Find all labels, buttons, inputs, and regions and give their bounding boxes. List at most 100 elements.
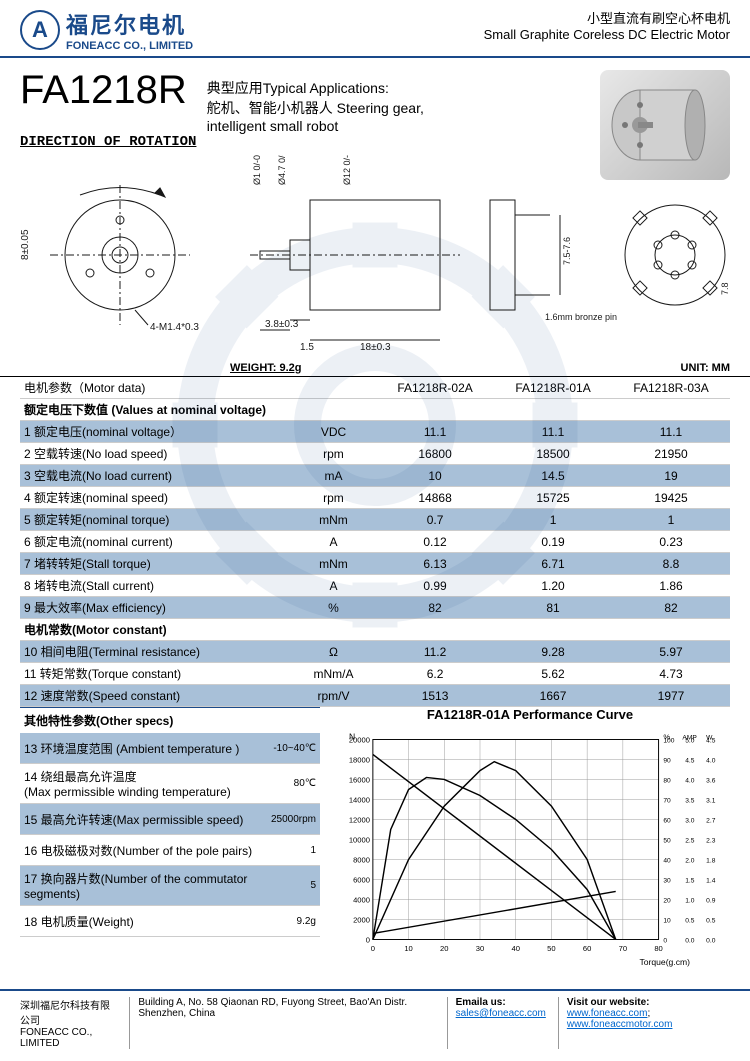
svg-text:80: 80 xyxy=(654,944,662,953)
section-nominal: 额定电压下数值 (Values at nominal voltage) xyxy=(20,399,730,421)
svg-text:3.8±0.3: 3.8±0.3 xyxy=(265,319,299,330)
svg-text:3.5: 3.5 xyxy=(685,797,695,804)
svg-text:8000: 8000 xyxy=(353,855,370,864)
svg-text:60: 60 xyxy=(583,944,591,953)
svg-text:Ø12 0/-0.1: Ø12 0/-0.1 xyxy=(342,155,352,185)
svg-text:30: 30 xyxy=(476,944,484,953)
table-row: 2 空载转速(No load speed)rpm168001850021950 xyxy=(20,443,730,465)
footer-web-link-1[interactable]: www.foneacc.com xyxy=(567,1008,648,1019)
svg-text:2.3: 2.3 xyxy=(706,837,716,844)
svg-text:7.5-7.6: 7.5-7.6 xyxy=(562,237,572,265)
table-row: 12 速度常数(Speed constant)rpm/V151316671977 xyxy=(20,685,730,707)
variant-0: FA1218R-02A xyxy=(376,377,494,399)
spec-row: 13 环境温度范围 (Ambient temperature )-10~40℃ xyxy=(20,733,320,764)
section-constant: 电机常数(Motor constant) xyxy=(20,619,730,641)
applications-text: 舵机、智能小机器人 Steering gear, intelligent sma… xyxy=(207,98,487,134)
svg-text:30: 30 xyxy=(663,877,671,884)
table-row: 1 额定电压(nominal voltage）VDC11.111.111.1 xyxy=(20,421,730,443)
svg-text:2.5: 2.5 xyxy=(685,837,695,844)
chart-title: FA1218R-01A Performance Curve xyxy=(330,707,730,722)
svg-text:10000: 10000 xyxy=(349,835,370,844)
svg-text:18000: 18000 xyxy=(349,755,370,764)
spec-row: 16 电极磁极对数(Number of the pole pairs)1 xyxy=(20,835,320,866)
table-row: 7 堵转转矩(Stall torque)mNm6.136.718.8 xyxy=(20,553,730,575)
svg-text:Ø1 0/-0.005: Ø1 0/-0.005 xyxy=(252,155,262,185)
footer-company-en: FONEACC CO., LIMITED xyxy=(20,1027,117,1049)
svg-text:0: 0 xyxy=(663,937,667,944)
table-row: 9 最大效率(Max efficiency)%828182 xyxy=(20,597,730,619)
model-number: FA1218R xyxy=(20,68,187,113)
svg-text:3.6: 3.6 xyxy=(706,777,716,784)
svg-text:7.8: 7.8 xyxy=(720,282,730,295)
table-row: 8 堵转电流(Stall current)A0.991.201.86 xyxy=(20,575,730,597)
svg-text:1.0: 1.0 xyxy=(685,897,695,904)
technical-drawing: 8±0.05 4-M1.4*0.3 Ø1 0/-0.005 Ø4.7 0/-0.… xyxy=(20,155,730,355)
unit-label: UNIT: MM xyxy=(681,362,731,374)
motor-data-table: 电机参数（Motor data) FA1218R-02A FA1218R-01A… xyxy=(20,377,730,707)
svg-text:18±0.3: 18±0.3 xyxy=(360,342,391,353)
svg-text:70: 70 xyxy=(619,944,627,953)
svg-text:AMP: AMP xyxy=(682,734,697,741)
logo-en: FONEACC CO., LIMITED xyxy=(66,40,193,52)
svg-text:8±0.05: 8±0.05 xyxy=(20,229,31,260)
svg-text:60: 60 xyxy=(663,817,671,824)
table-row: 5 额定转矩(nominal torque)mNm0.711 xyxy=(20,509,730,531)
svg-text:4-M1.4*0.3: 4-M1.4*0.3 xyxy=(150,322,199,333)
svg-text:0.0: 0.0 xyxy=(706,937,716,944)
applications: 典型应用Typical Applications: 舵机、智能小机器人 Stee… xyxy=(207,68,487,134)
footer-address: Building A, No. 58 Qiaonan RD, Fuyong St… xyxy=(129,997,434,1049)
footer-email-link[interactable]: sales@foneacc.com xyxy=(456,1008,546,1019)
svg-text:6000: 6000 xyxy=(353,875,370,884)
svg-text:90: 90 xyxy=(663,757,671,764)
svg-text:0.9: 0.9 xyxy=(706,897,716,904)
svg-text:W: W xyxy=(706,734,713,741)
svg-text:80: 80 xyxy=(663,777,671,784)
svg-text:2.7: 2.7 xyxy=(706,817,716,824)
svg-text:50: 50 xyxy=(663,837,671,844)
table-row: 6 额定电流(nominal current)A0.120.190.23 xyxy=(20,531,730,553)
svg-text:10: 10 xyxy=(404,944,412,953)
svg-text:Ø4.7 0/-0.05: Ø4.7 0/-0.05 xyxy=(277,155,287,185)
other-specs: 其他特性参数(Other specs) 13 环境温度范围 (Ambient t… xyxy=(20,707,320,979)
table-row: 4 额定转速(nominal speed)rpm148681572519425 xyxy=(20,487,730,509)
table-row: 3 空载电流(No load current)mA1014.519 xyxy=(20,465,730,487)
spec-row: 17 换向器片数(Number of the commutator segmen… xyxy=(20,866,320,906)
svg-text:4.0: 4.0 xyxy=(685,777,695,784)
logo: A 福尼尔电机 FONEACC CO., LIMITED xyxy=(20,8,193,52)
svg-text:40: 40 xyxy=(663,857,671,864)
logo-cn: 福尼尔电机 xyxy=(66,8,193,40)
svg-text:1.5: 1.5 xyxy=(685,877,695,884)
svg-text:%: % xyxy=(663,732,670,741)
svg-text:0: 0 xyxy=(371,944,375,953)
svg-text:10: 10 xyxy=(663,917,671,924)
page-header: A 福尼尔电机 FONEACC CO., LIMITED 小型直流有刷空心杯电机… xyxy=(0,0,750,58)
other-specs-title: 其他特性参数(Other specs) xyxy=(20,707,320,733)
svg-text:N: N xyxy=(349,731,355,741)
page-footer: 深圳福尼尔科技有限公司 FONEACC CO., LIMITED Buildin… xyxy=(0,989,750,1055)
footer-email-label: Emaila us: xyxy=(456,997,506,1008)
svg-text:4.0: 4.0 xyxy=(706,757,716,764)
svg-text:4.5: 4.5 xyxy=(685,757,695,764)
table-row: 10 相间电阻(Terminal resistance)Ω11.29.285.9… xyxy=(20,641,730,663)
svg-text:14000: 14000 xyxy=(349,795,370,804)
svg-text:0: 0 xyxy=(366,935,370,944)
svg-text:20: 20 xyxy=(663,897,671,904)
spec-row: 18 电机质量(Weight)9.2g xyxy=(20,906,320,937)
svg-text:70: 70 xyxy=(663,797,671,804)
svg-text:4000: 4000 xyxy=(353,895,370,904)
header-subtitle-cn: 小型直流有刷空心杯电机 xyxy=(484,8,730,27)
spec-row: 14 绕组最高允许温度(Max permissible winding temp… xyxy=(20,764,320,804)
logo-icon: A xyxy=(20,10,60,50)
footer-web-link-2[interactable]: www.foneaccmotor.com xyxy=(567,1019,673,1030)
weight-label: WEIGHT: 9.2g xyxy=(230,362,302,374)
header-subtitle-en: Small Graphite Coreless DC Electric Moto… xyxy=(484,27,730,42)
variant-2: FA1218R-03A xyxy=(612,377,730,399)
svg-text:1.6mm bronze pin: 1.6mm bronze pin xyxy=(545,312,617,322)
svg-text:50: 50 xyxy=(547,944,555,953)
svg-text:2.0: 2.0 xyxy=(685,857,695,864)
svg-text:Torque(g.cm): Torque(g.cm) xyxy=(640,957,691,967)
applications-label: 典型应用Typical Applications: xyxy=(207,78,487,98)
svg-text:0.0: 0.0 xyxy=(685,937,695,944)
svg-text:1.5: 1.5 xyxy=(300,342,314,353)
performance-chart: FA1218R-01A Performance Curve 0 10 20 30 40 5… xyxy=(330,707,730,979)
